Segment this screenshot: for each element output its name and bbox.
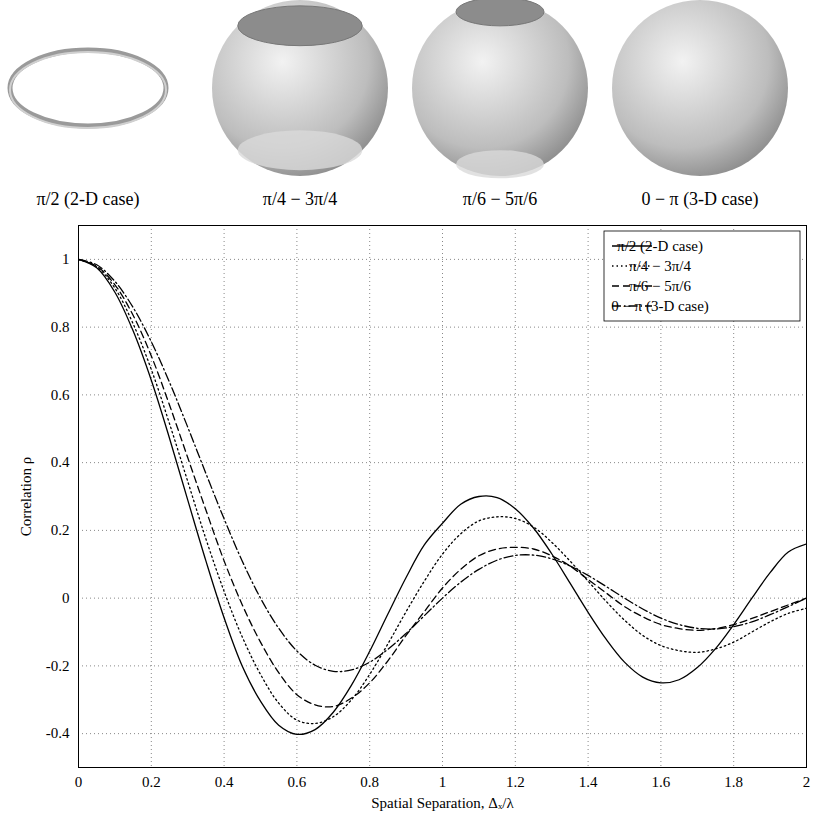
svg-text:0 − π (3-D case): 0 − π (3-D case) (611, 298, 709, 315)
svg-text:0.2: 0.2 (51, 522, 70, 538)
svg-text:π/2 (2-D case): π/2 (2-D case) (36, 189, 139, 210)
svg-text:0.4: 0.4 (51, 454, 70, 470)
svg-text:0: 0 (75, 774, 83, 790)
svg-text:0.8: 0.8 (360, 774, 379, 790)
svg-text:-0.4: -0.4 (46, 725, 70, 741)
svg-text:π/6 − 5π/6: π/6 − 5π/6 (629, 278, 691, 294)
svg-text:0.4: 0.4 (215, 774, 234, 790)
svg-text:1.4: 1.4 (579, 774, 598, 790)
svg-text:1.6: 1.6 (652, 774, 671, 790)
svg-text:Correlation ρ: Correlation ρ (18, 457, 34, 537)
svg-text:π/4 − 3π/4: π/4 − 3π/4 (263, 189, 337, 209)
svg-text:2: 2 (803, 774, 811, 790)
svg-text:0.6: 0.6 (288, 774, 307, 790)
svg-text:1.8: 1.8 (724, 774, 743, 790)
svg-text:0.8: 0.8 (51, 319, 70, 335)
svg-text:-0.2: -0.2 (46, 658, 70, 674)
svg-text:Spatial Separation, Δₓ/λ: Spatial Separation, Δₓ/λ (371, 795, 514, 811)
svg-text:0: 0 (62, 590, 70, 606)
svg-text:1.2: 1.2 (506, 774, 525, 790)
svg-text:π/4 − 3π/4: π/4 − 3π/4 (629, 258, 691, 274)
svg-text:0.6: 0.6 (51, 387, 70, 403)
svg-text:0 − π (3-D case): 0 − π (3-D case) (641, 189, 758, 210)
svg-text:1: 1 (439, 774, 447, 790)
svg-text:0.2: 0.2 (142, 774, 161, 790)
svg-text:π/2 (2-D case): π/2 (2-D case) (617, 238, 703, 255)
svg-text:π/6 − 5π/6: π/6 − 5π/6 (463, 189, 537, 209)
svg-text:1: 1 (62, 251, 70, 267)
